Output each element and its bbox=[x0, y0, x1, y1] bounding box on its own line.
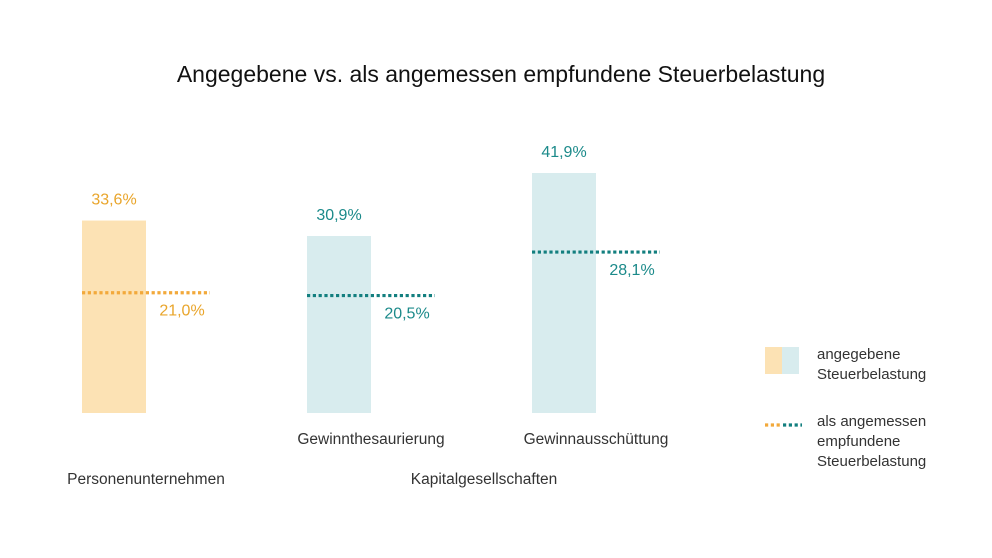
category-label-1: Gewinnthesaurierung bbox=[297, 431, 444, 448]
legend-label-2-line-1: empfundene bbox=[817, 433, 900, 450]
chart-marks bbox=[82, 173, 660, 413]
legend-swatch-orange bbox=[765, 347, 782, 374]
target-value-label-0: 21,0% bbox=[159, 303, 204, 320]
bar-value-label-0: 33,6% bbox=[91, 192, 136, 209]
target-value-label-1: 20,5% bbox=[384, 306, 429, 323]
category-label-0: Personenunternehmen bbox=[67, 471, 225, 488]
legend-label-1-line-0: angegebene bbox=[817, 346, 900, 363]
legend-label-2-line-0: als angemessen bbox=[817, 413, 926, 430]
category-label-2: Gewinnausschüttung bbox=[524, 431, 669, 448]
legend-label-2-line-2: Steuerbelastung bbox=[817, 453, 926, 470]
legend-swatch-teal bbox=[782, 347, 799, 374]
legend-label-1-line-1: Steuerbelastung bbox=[817, 366, 926, 383]
chart-labels: 33,6% 21,0% 30,9% 20,5% 41,9% 28,1% Personenun… bbox=[67, 144, 668, 488]
group-label: Kapitalgesellschaften bbox=[411, 471, 558, 488]
bar-2 bbox=[532, 173, 596, 413]
bar-0 bbox=[82, 220, 146, 413]
bar-value-label-2: 41,9% bbox=[541, 144, 586, 161]
target-value-label-2: 28,1% bbox=[609, 262, 654, 279]
bar-value-label-1: 30,9% bbox=[316, 207, 361, 224]
chart-title: Angegebene vs. als angemessen empfundene… bbox=[177, 61, 825, 87]
bar-1 bbox=[307, 236, 371, 413]
chart-legend: angegebene Steuerbelastung als angemessen e… bbox=[765, 346, 926, 470]
